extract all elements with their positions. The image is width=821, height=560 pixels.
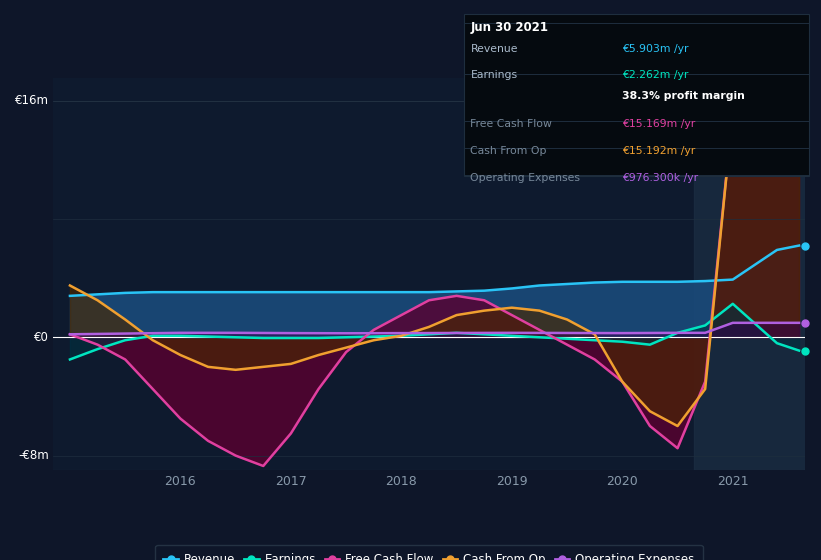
- Text: €0: €0: [34, 331, 49, 344]
- Text: €15.169m /yr: €15.169m /yr: [622, 119, 695, 129]
- Bar: [694, 78, 805, 470]
- Text: €5.903m /yr: €5.903m /yr: [622, 44, 689, 54]
- Legend: Revenue, Earnings, Free Cash Flow, Cash From Op, Operating Expenses: Revenue, Earnings, Free Cash Flow, Cash …: [155, 545, 703, 560]
- Text: Jun 30 2021: Jun 30 2021: [470, 21, 548, 34]
- Text: Operating Expenses: Operating Expenses: [470, 172, 580, 183]
- Text: Revenue: Revenue: [470, 44, 518, 54]
- Text: €2.262m /yr: €2.262m /yr: [622, 71, 689, 81]
- Text: -€8m: -€8m: [19, 449, 49, 462]
- Text: Cash From Op: Cash From Op: [470, 146, 547, 156]
- Text: €976.300k /yr: €976.300k /yr: [622, 172, 699, 183]
- Text: Free Cash Flow: Free Cash Flow: [470, 119, 553, 129]
- Text: 38.3% profit margin: 38.3% profit margin: [622, 91, 745, 101]
- Text: €15.192m /yr: €15.192m /yr: [622, 146, 695, 156]
- Text: €16m: €16m: [16, 94, 49, 107]
- Text: Earnings: Earnings: [470, 71, 517, 81]
